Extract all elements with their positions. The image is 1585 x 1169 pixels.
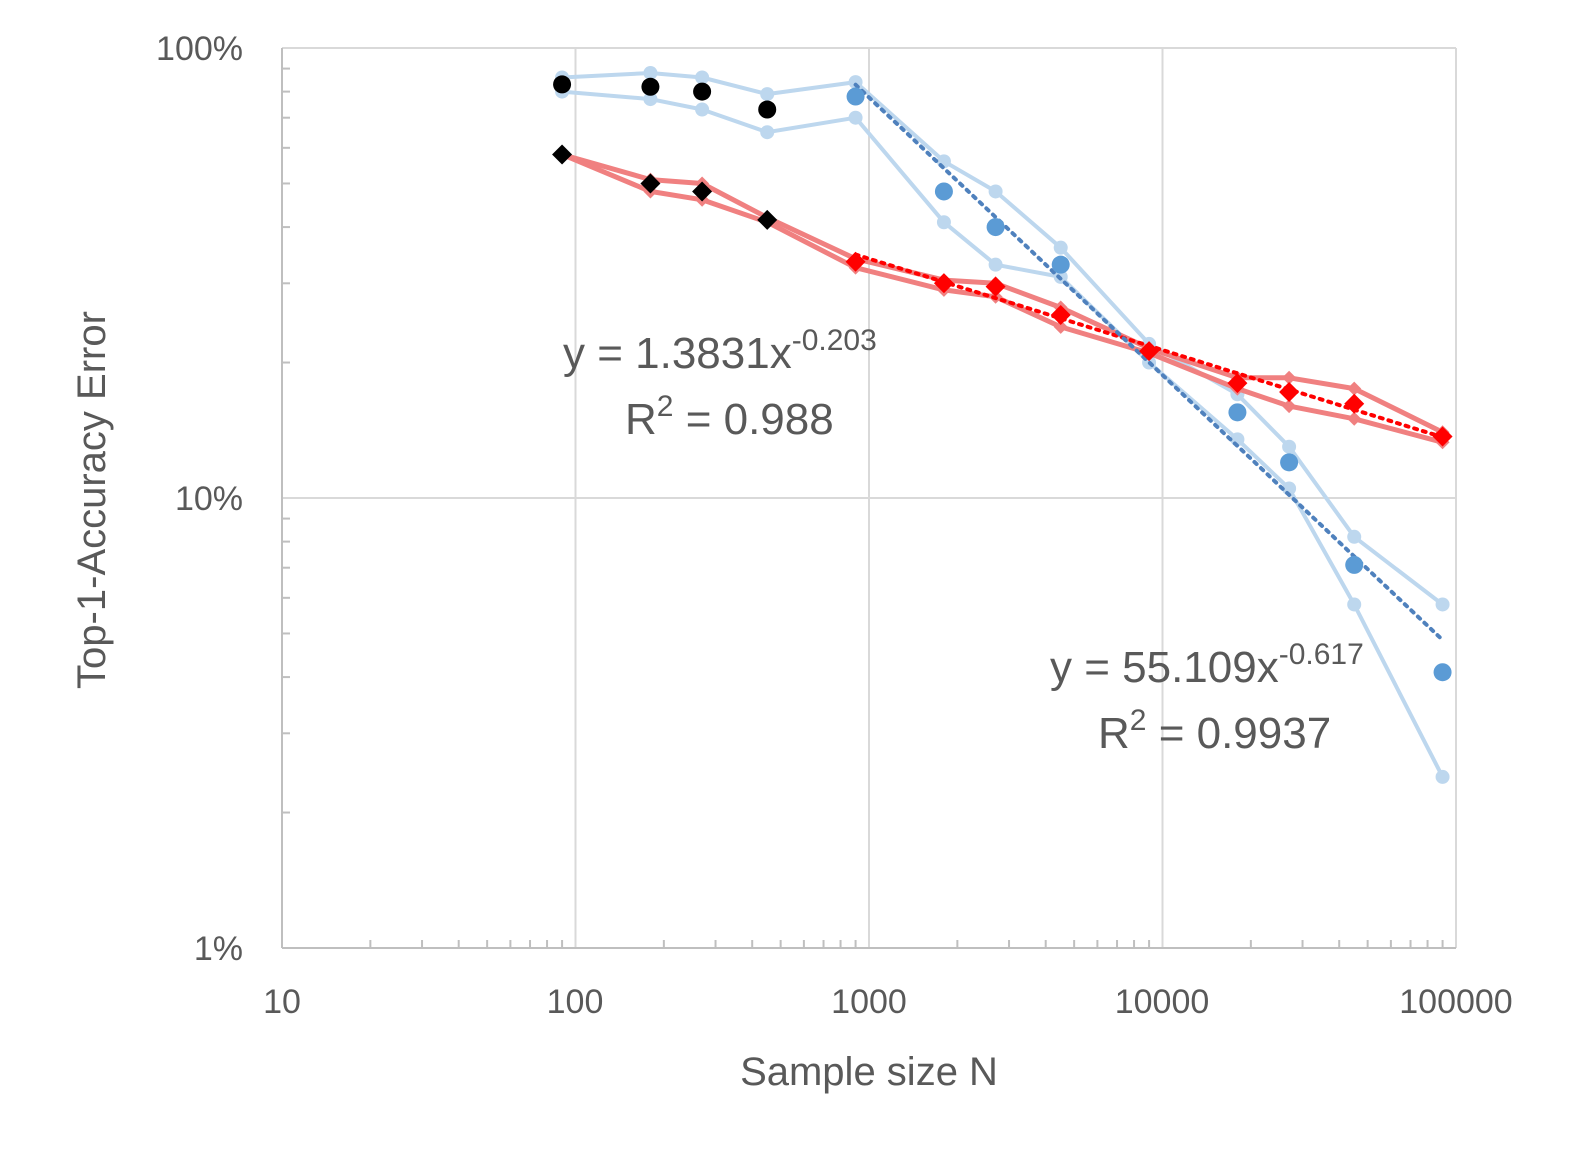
blue-mean-point [986, 218, 1005, 237]
black-diamonds-point [692, 181, 713, 202]
blue-fit-r-label: R [1098, 709, 1130, 758]
y-tick-label-1: 1% [194, 930, 243, 968]
blue-lower-marker [848, 110, 863, 125]
x-tick-label-10000: 10000 [1115, 983, 1210, 1021]
red-fit-r-squared: R2 = 0.988 [625, 390, 834, 444]
blue-fit-r-squared: R2 = 0.9937 [1098, 704, 1331, 758]
red-lower-marker [1282, 399, 1297, 414]
blue-fit-trendline [853, 82, 1445, 642]
blue-lower-marker [695, 102, 710, 117]
red-mean-point [1344, 393, 1365, 414]
data-points [552, 75, 1453, 682]
axes [281, 48, 1456, 949]
red-lower-marker [1347, 411, 1362, 426]
red-mean-point [845, 251, 866, 272]
x-tick-labels: 10 100 1000 10000 100000 [263, 983, 1513, 1021]
black-diamonds-point [552, 144, 573, 165]
blue-upper-marker [988, 184, 1003, 199]
black-diamonds-point [640, 173, 661, 194]
blue-lower-marker [936, 215, 951, 230]
black-diamonds-point [757, 209, 778, 230]
red-mean-point [1279, 382, 1300, 403]
red-mean-point [1050, 305, 1071, 326]
y-tick-labels: 100% 10% 1% [156, 30, 243, 968]
minor-ticks [282, 67, 1444, 948]
blue-fit-equation: y = 55.109x-0.617 R2 = 0.9937 [1050, 638, 1364, 758]
blue-upper-marker [1347, 529, 1362, 544]
black-circles-point [641, 77, 660, 96]
grid-lines [281, 47, 1457, 948]
red-fit-equation-exponent: -0.203 [792, 324, 877, 357]
blue-lower-marker [1347, 597, 1362, 612]
y-tick-label-10: 10% [175, 480, 243, 518]
blue-upper-marker [1053, 240, 1068, 255]
blue-mean-point [1433, 663, 1452, 682]
red-mean-point [933, 273, 954, 294]
y-axis-title: Top-1-Accuracy Error [70, 311, 114, 689]
x-tick-label-10: 10 [263, 983, 301, 1021]
blue-upper-marker [695, 70, 710, 85]
x-tick-label-1000: 1000 [831, 983, 907, 1021]
blue-mean-point [1051, 255, 1070, 274]
red-fit-equation: y = 1.3831x-0.203 R2 = 0.988 [563, 324, 877, 444]
blue-lower-marker [1435, 769, 1450, 784]
red-fit-equation-formula: y = 1.3831x-0.203 [563, 324, 877, 378]
red-fit-equation-base: y = 1.3831x [563, 329, 792, 378]
black-circles-point [553, 75, 572, 94]
red-fit-r-superscript: 2 [657, 390, 674, 423]
red-mean-point [1227, 373, 1248, 394]
blue-fit-equation-formula: y = 55.109x-0.617 [1050, 638, 1364, 692]
red-upper-marker [1347, 381, 1362, 396]
red-fit-r-value: = 0.988 [673, 395, 833, 444]
blue-mean-point [846, 87, 865, 106]
blue-lower-marker [988, 257, 1003, 272]
blue-lower-marker [643, 92, 658, 107]
x-tick-label-100: 100 [547, 983, 604, 1021]
y-tick-label-100: 100% [156, 30, 243, 68]
blue-fit-equation-exponent: -0.617 [1279, 638, 1364, 671]
blue-fit-r-value: = 0.9937 [1146, 709, 1331, 758]
blue-upper-marker [760, 87, 775, 102]
blue-upper-marker [1435, 597, 1450, 612]
black-circles-point [693, 82, 712, 101]
red-mean-point [1139, 341, 1160, 362]
blue-lower-marker [760, 125, 775, 140]
blue-mean-point [1228, 403, 1247, 422]
blue-upper-marker [643, 65, 658, 80]
red-upper-marker [1282, 370, 1297, 385]
blue-fit-equation-base: y = 55.109x [1050, 643, 1279, 692]
blue-upper-marker [1282, 439, 1297, 454]
x-tick-label-100000: 100000 [1399, 983, 1512, 1021]
red-lower-marker [1053, 319, 1068, 334]
blue-mean-point [1280, 453, 1299, 472]
red-fit-r-label: R [625, 395, 657, 444]
red-mean-point [985, 276, 1006, 297]
x-axis-title: Sample size N [740, 1050, 998, 1094]
black-circles-point [758, 100, 777, 119]
blue-fit-r-superscript: 2 [1130, 704, 1147, 737]
red-mean-point [1432, 426, 1453, 447]
blue-mean-point [1345, 555, 1364, 574]
blue-mean-point [934, 182, 953, 201]
